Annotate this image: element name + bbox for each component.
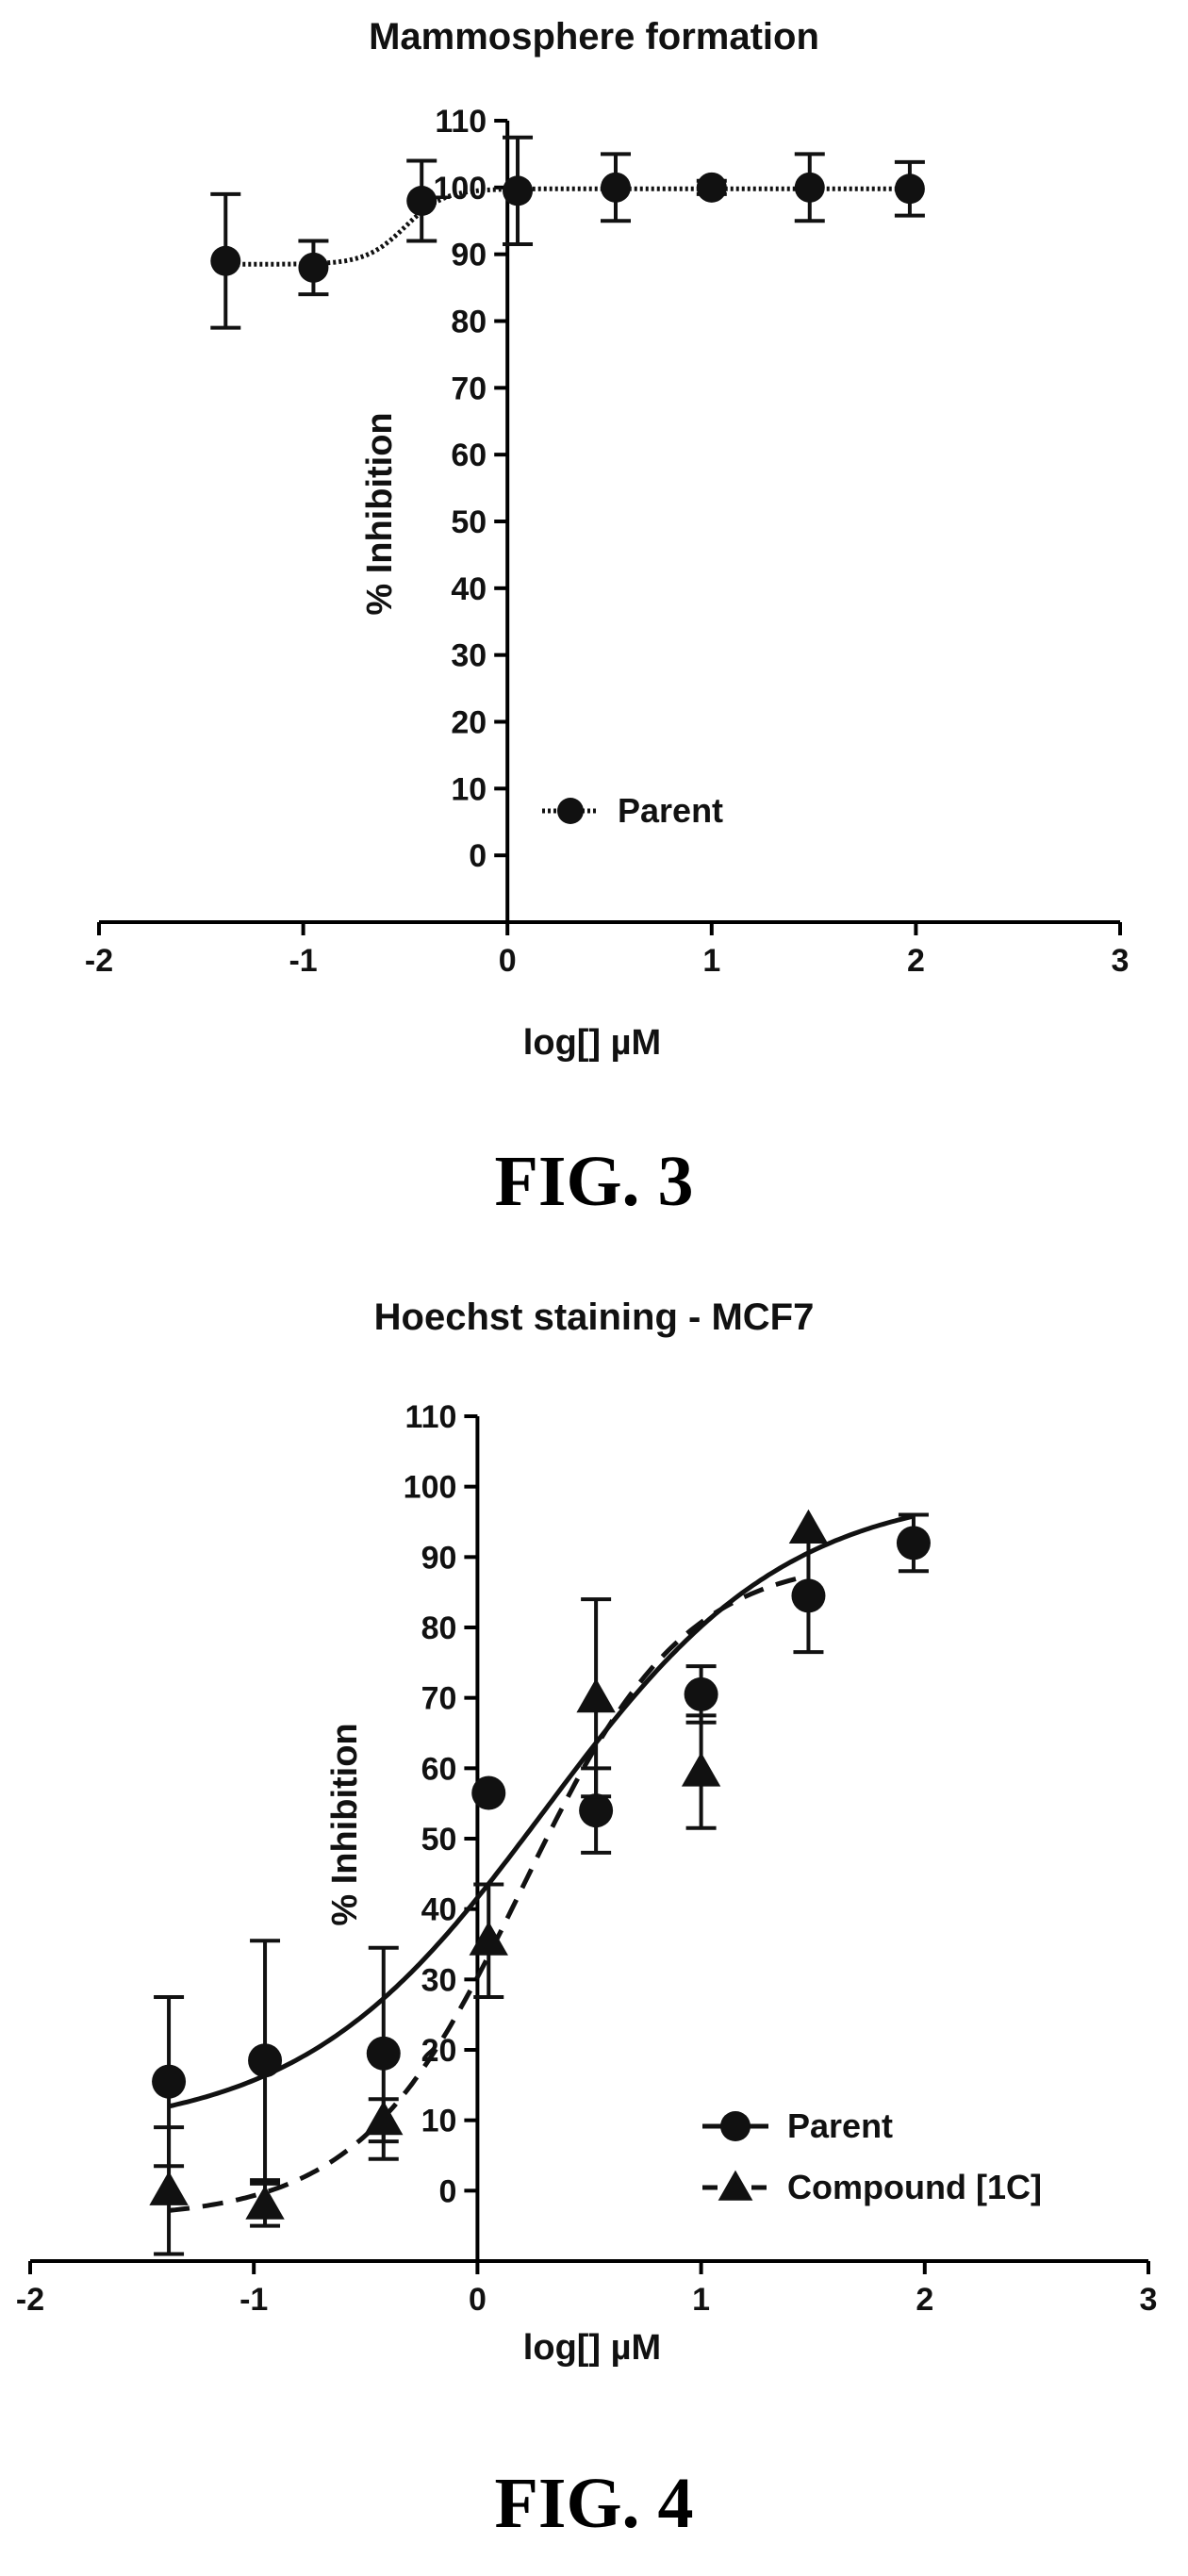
marker-circle bbox=[366, 2036, 401, 2071]
series-2 bbox=[149, 1509, 829, 2256]
y-tick-label: 0 bbox=[438, 2173, 456, 2209]
fit-curve bbox=[225, 186, 910, 267]
marker-circle bbox=[210, 245, 241, 276]
x-tick-label: -1 bbox=[289, 943, 317, 979]
y-axis-label: % Inhibition bbox=[325, 1723, 365, 1925]
y-tick-label: 80 bbox=[451, 305, 487, 340]
y-tick-label: 60 bbox=[451, 438, 487, 473]
marker-circle bbox=[896, 1526, 931, 1560]
x-tick-label: 2 bbox=[907, 943, 925, 979]
marker-circle bbox=[579, 1793, 614, 1828]
y-tick-label: 0 bbox=[469, 838, 487, 874]
chart-title: Mammosphere formation bbox=[369, 16, 819, 58]
marker-circle bbox=[720, 2111, 751, 2141]
y-axis-label: % Inhibition bbox=[360, 412, 400, 615]
figure-3: Mammosphere formation log[] µM % Inhibit… bbox=[0, 0, 1188, 1263]
legend-label: Compound [1C] bbox=[787, 2168, 1042, 2206]
marker-circle bbox=[794, 172, 825, 203]
y-tick-label: 90 bbox=[421, 1540, 457, 1576]
marker-triangle bbox=[718, 2170, 753, 2201]
y-tick-label: 30 bbox=[451, 638, 487, 674]
legend-label: Parent bbox=[787, 2106, 893, 2145]
marker-circle bbox=[248, 2043, 283, 2078]
legend-label: Parent bbox=[618, 791, 723, 830]
y-tick-label: 10 bbox=[451, 771, 487, 807]
y-tick-label: 50 bbox=[451, 504, 487, 540]
y-tick-label: 40 bbox=[451, 571, 487, 607]
legend-entry-1: Parent bbox=[702, 2106, 893, 2145]
legend-entry-1: Parent bbox=[542, 791, 723, 830]
marker-circle bbox=[503, 175, 534, 206]
figure-caption: FIG. 4 bbox=[494, 2464, 693, 2543]
marker-triangle bbox=[681, 1752, 721, 1787]
y-tick-label: 50 bbox=[421, 1822, 457, 1858]
x-tick-label: 2 bbox=[916, 2282, 933, 2318]
y-tick-label: 100 bbox=[404, 1470, 457, 1506]
x-tick-label: -1 bbox=[239, 2282, 268, 2318]
marker-circle bbox=[471, 1775, 506, 1810]
figure-4: Hoechst staining - MCF7 log[] µM % Inhib… bbox=[0, 1263, 1188, 2576]
y-tick-label: 60 bbox=[421, 1751, 457, 1787]
marker-circle bbox=[894, 173, 925, 205]
marker-circle bbox=[791, 1578, 826, 1613]
x-tick-label: -2 bbox=[85, 943, 113, 979]
marker-triangle bbox=[364, 2100, 404, 2136]
chart-title: Hoechst staining - MCF7 bbox=[374, 1296, 815, 1338]
x-tick-label: 0 bbox=[469, 2282, 487, 2318]
marker-circle bbox=[152, 2064, 187, 2099]
x-axis-label: log[] µM bbox=[523, 1023, 661, 1063]
x-tick-label: 3 bbox=[1140, 2282, 1158, 2318]
y-tick-label: 10 bbox=[421, 2104, 457, 2139]
x-tick-label: -2 bbox=[16, 2282, 44, 2318]
y-tick-label: 110 bbox=[435, 104, 487, 140]
y-tick-label: 20 bbox=[451, 705, 487, 741]
marker-circle bbox=[696, 172, 727, 203]
series-1 bbox=[152, 1512, 931, 2183]
chart-mammosphere-formation: Mammosphere formation log[] µM % Inhibit… bbox=[85, 16, 1130, 1221]
marker-triangle bbox=[788, 1509, 829, 1544]
y-tick-label: 40 bbox=[421, 1892, 457, 1928]
y-tick-label: 70 bbox=[421, 1681, 457, 1717]
marker-triangle bbox=[469, 1921, 508, 1956]
x-tick-label: 1 bbox=[702, 943, 720, 979]
fit-curve bbox=[168, 1573, 810, 2213]
y-tick-label: 30 bbox=[421, 1962, 457, 1998]
x-tick-label: 3 bbox=[1112, 943, 1130, 979]
marker-circle bbox=[684, 1676, 718, 1711]
y-tick-label: 100 bbox=[433, 171, 487, 206]
chart-hoechst-staining: Hoechst staining - MCF7 log[] µM % Inhib… bbox=[16, 1296, 1158, 2543]
marker-circle bbox=[557, 798, 584, 824]
marker-triangle bbox=[245, 2185, 285, 2220]
fit-curve bbox=[168, 1513, 915, 2109]
marker-circle bbox=[406, 186, 437, 216]
y-tick-label: 70 bbox=[451, 371, 487, 406]
marker-circle bbox=[600, 172, 631, 203]
x-axis-label: log[] µM bbox=[523, 2328, 661, 2368]
legend-entry-2: Compound [1C] bbox=[702, 2168, 1042, 2206]
marker-triangle bbox=[576, 1677, 616, 1713]
y-tick-label: 110 bbox=[405, 1399, 457, 1435]
x-tick-label: 0 bbox=[499, 943, 517, 979]
x-tick-label: 1 bbox=[692, 2282, 710, 2318]
y-tick-label: 90 bbox=[451, 238, 487, 273]
marker-circle bbox=[298, 252, 329, 283]
figure-caption: FIG. 3 bbox=[494, 1142, 693, 1221]
series-1 bbox=[210, 135, 925, 330]
y-tick-label: 80 bbox=[421, 1610, 457, 1646]
marker-triangle bbox=[149, 2171, 189, 2205]
